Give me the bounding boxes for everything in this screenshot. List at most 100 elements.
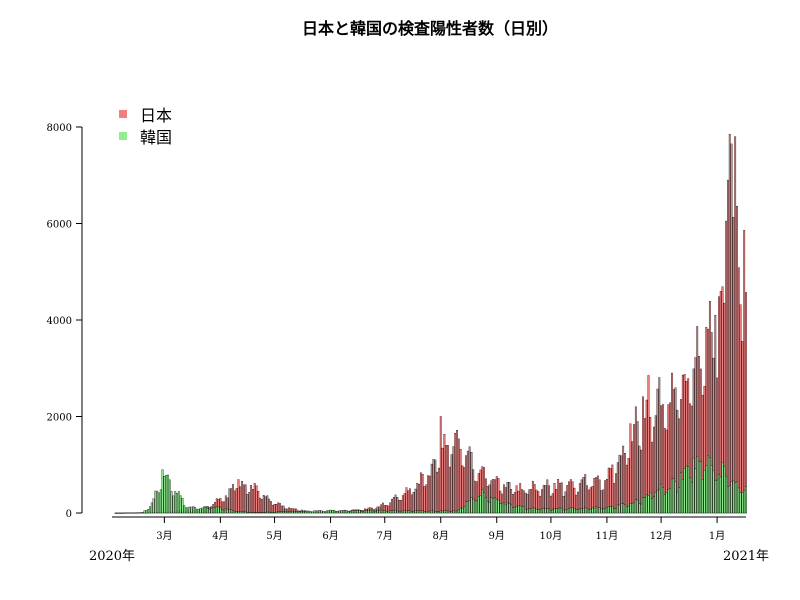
bar-korea bbox=[344, 510, 346, 514]
bar-korea bbox=[179, 495, 182, 514]
bar-japan bbox=[640, 449, 643, 514]
bar-korea bbox=[291, 511, 294, 514]
bar-korea bbox=[607, 506, 610, 514]
bar-korea bbox=[188, 506, 191, 514]
bar-korea bbox=[257, 512, 260, 514]
bar-korea bbox=[571, 507, 574, 514]
bar-japan bbox=[418, 483, 420, 514]
bar-korea bbox=[181, 498, 184, 514]
bar-korea bbox=[551, 509, 554, 514]
bar-korea bbox=[363, 510, 366, 514]
bar-korea bbox=[643, 497, 646, 514]
bar-korea bbox=[123, 512, 126, 514]
bar-korea bbox=[324, 511, 327, 514]
bar-korea bbox=[154, 490, 157, 514]
bar-japan bbox=[625, 464, 628, 514]
bar-korea bbox=[237, 511, 240, 514]
bar-korea bbox=[580, 508, 583, 514]
bar-korea bbox=[728, 485, 731, 514]
bar-korea bbox=[615, 508, 617, 514]
bar-korea bbox=[270, 511, 272, 514]
bar-korea bbox=[586, 508, 588, 514]
bar-korea bbox=[647, 495, 650, 514]
bar-korea bbox=[374, 511, 377, 514]
bar-korea bbox=[277, 511, 280, 514]
x-tick-label: 1月 bbox=[709, 530, 725, 542]
bar-korea bbox=[508, 503, 511, 514]
x-tick-label: 10月 bbox=[540, 530, 563, 542]
bar-korea bbox=[159, 489, 162, 514]
bar-korea bbox=[414, 510, 417, 514]
bar-korea bbox=[486, 501, 489, 514]
bar-japan bbox=[262, 494, 265, 514]
bar-korea bbox=[457, 509, 460, 514]
bar-korea bbox=[624, 504, 626, 514]
bar-japan bbox=[410, 494, 413, 514]
bar-korea bbox=[546, 508, 549, 514]
bar-japan bbox=[273, 503, 276, 514]
legend-swatch-japan bbox=[119, 110, 127, 118]
bar-korea bbox=[251, 512, 254, 514]
bar-korea bbox=[120, 512, 122, 514]
bar-korea bbox=[130, 512, 133, 514]
bar-korea bbox=[318, 510, 321, 514]
bar-korea bbox=[530, 508, 532, 514]
bar-korea bbox=[490, 497, 493, 514]
bar-korea bbox=[358, 510, 361, 514]
bar-korea bbox=[589, 508, 592, 514]
bar-japan bbox=[596, 475, 599, 514]
bar-japan bbox=[642, 396, 644, 514]
bar-korea bbox=[456, 510, 458, 514]
bar-korea bbox=[671, 478, 673, 514]
bar-korea bbox=[533, 508, 536, 514]
bar-japan bbox=[443, 434, 446, 514]
bar-japan bbox=[647, 375, 650, 514]
bar-korea bbox=[562, 510, 565, 514]
bar-korea bbox=[481, 489, 484, 514]
bar-korea bbox=[568, 508, 570, 514]
bar-korea bbox=[631, 503, 634, 514]
bar-korea bbox=[306, 510, 308, 514]
bar-japan bbox=[578, 483, 581, 514]
bar-korea bbox=[295, 511, 298, 514]
bar-korea bbox=[407, 510, 410, 514]
bar-korea bbox=[438, 511, 440, 514]
bar-korea bbox=[239, 511, 242, 514]
bar-korea bbox=[531, 507, 534, 514]
bar-japan bbox=[584, 474, 587, 514]
bar-korea bbox=[703, 470, 706, 514]
bar-japan bbox=[627, 458, 630, 514]
bar-korea bbox=[221, 509, 224, 514]
bar-japan bbox=[233, 490, 236, 514]
bar-korea bbox=[275, 511, 278, 514]
bar-korea bbox=[246, 512, 249, 514]
bar-japan bbox=[241, 481, 243, 514]
bar-korea bbox=[663, 494, 666, 514]
x-tick-label: 5月 bbox=[266, 530, 282, 542]
bar-korea bbox=[466, 501, 469, 514]
x-tick-label: 8月 bbox=[433, 530, 449, 542]
bar-korea bbox=[230, 509, 233, 514]
bar-korea bbox=[665, 492, 668, 514]
bar-korea bbox=[745, 485, 747, 514]
bar-korea bbox=[273, 512, 276, 514]
bar-korea bbox=[387, 510, 390, 514]
bar-japan bbox=[275, 504, 278, 514]
bar-korea bbox=[539, 509, 541, 514]
bar-korea bbox=[459, 507, 462, 514]
bar-korea bbox=[192, 506, 195, 514]
bar-japan bbox=[741, 341, 744, 514]
bar-korea bbox=[494, 497, 496, 514]
bar-japan bbox=[611, 464, 614, 514]
bar-korea bbox=[642, 497, 644, 514]
bar-japan bbox=[257, 491, 260, 514]
bar-korea bbox=[186, 507, 189, 514]
bar-japan bbox=[261, 498, 263, 514]
x-tick-label: 9月 bbox=[489, 530, 505, 542]
bar-korea bbox=[342, 510, 345, 514]
bar-japan bbox=[438, 467, 440, 514]
bar-korea bbox=[248, 512, 251, 514]
bar-korea bbox=[503, 502, 505, 514]
bar-korea bbox=[584, 507, 587, 514]
bar-korea bbox=[167, 474, 169, 514]
